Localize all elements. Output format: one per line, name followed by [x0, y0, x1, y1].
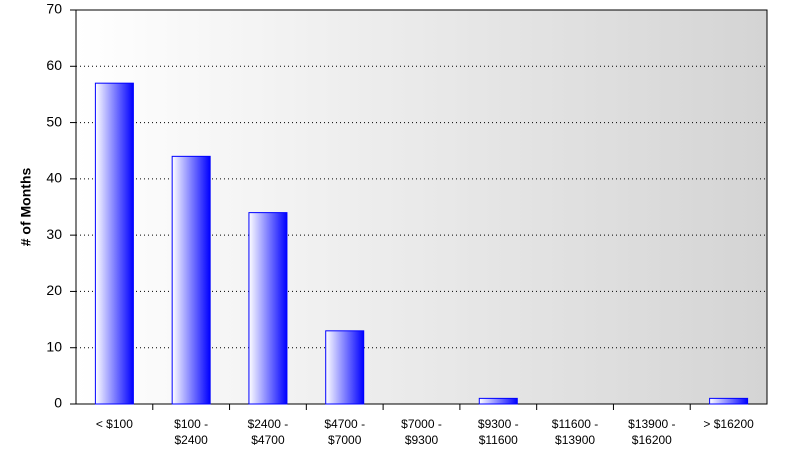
y-tick-label: 30 [46, 226, 62, 242]
y-tick-label: 40 [46, 170, 62, 186]
x-tick-label: > $16200 [703, 417, 754, 431]
y-tick-label: 10 [46, 338, 62, 354]
y-tick-label: 60 [46, 57, 62, 73]
bar [478, 397, 518, 405]
y-tick-label: 0 [54, 395, 62, 411]
bar [171, 155, 211, 405]
bar [248, 212, 288, 405]
x-tick-label: $9300 - $11600 [477, 417, 519, 447]
y-tick-label: 70 [46, 1, 62, 17]
bar [94, 82, 134, 405]
y-tick-label: 20 [46, 282, 62, 298]
x-tick-label: $100 - $2400 [174, 417, 209, 447]
bar [325, 330, 365, 405]
y-tick-label: 50 [46, 113, 62, 129]
x-tick-label: $4700 - $7000 [324, 417, 366, 447]
x-tick-label: < $100 [95, 417, 133, 431]
x-tick-label: $13900 - $16200 [628, 417, 676, 447]
bar [709, 397, 749, 405]
x-tick-label: $2400 - $4700 [247, 417, 289, 447]
x-tick-label: $11600 - $13900 [551, 417, 599, 447]
x-tick-label: $7000 - $9300 [401, 417, 442, 447]
y-axis-label: # of Months [18, 168, 34, 247]
